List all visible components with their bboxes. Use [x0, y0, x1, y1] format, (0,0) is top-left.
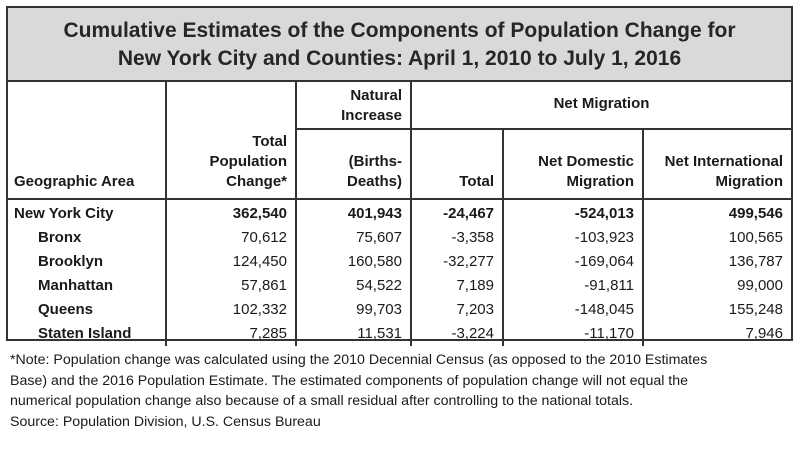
cell-net-migration-total: -3,358	[411, 226, 504, 250]
cell-net-migration-total: -32,277	[411, 250, 504, 274]
row-name: Bronx	[8, 226, 167, 250]
title-line-1: Cumulative Estimates of the Components o…	[63, 19, 736, 42]
table-notes: *Note: Population change was calculated …	[10, 350, 790, 432]
cell-natural-increase: 99,703	[296, 298, 412, 322]
cell-net-migration-total: -24,467	[411, 199, 504, 226]
header-births-deaths: (Births- Deaths)	[296, 129, 412, 200]
row-name: New York City	[8, 199, 167, 226]
cell-net-domestic: -169,064	[503, 250, 644, 274]
cell-natural-increase: 11,531	[296, 322, 412, 346]
note-line-1: *Note: Population change was calculated …	[10, 352, 708, 368]
header-net-migration: Net Migration	[411, 80, 791, 130]
cell-net-international: 499,546	[728, 205, 783, 222]
cell-net-international: 100,565	[728, 229, 783, 246]
cell-total-change: 7,285	[166, 322, 297, 346]
row-name: Brooklyn	[8, 250, 167, 274]
note-line-3: numerical population change also because…	[10, 393, 634, 409]
cell-total-change: 70,612	[166, 226, 297, 250]
title-line-2: New York City and Counties: April 1, 201…	[117, 47, 682, 70]
cell-net-migration-total: -3,224	[411, 322, 504, 346]
cell-total-change: 362,540	[166, 199, 297, 226]
cell-natural-increase: 160,580	[296, 250, 412, 274]
cell-net-international: 7,946	[745, 325, 783, 342]
cell-total-change: 57,861	[166, 274, 297, 298]
table-row: Manhattan 57,861 54,522 7,189 -91,811 99…	[8, 274, 791, 298]
table-title: Cumulative Estimates of the Components o…	[8, 8, 791, 82]
header-total-population-change: Total Population Change*	[166, 80, 297, 200]
cell-total-change: 124,450	[166, 250, 297, 274]
header-net-migration-total: Total	[411, 129, 504, 200]
cell-net-international: 155,248	[728, 301, 783, 318]
cell-natural-increase: 54,522	[296, 274, 412, 298]
table-row: Bronx 70,612 75,607 -3,358 -103,923 100,…	[8, 226, 791, 250]
row-name: Manhattan	[8, 274, 167, 298]
table-row: Staten Island 7,285 11,531 -3,224 -11,17…	[8, 322, 791, 346]
header-natural-increase: Natural Increase	[296, 80, 412, 130]
cell-net-domestic: -91,811	[503, 274, 644, 298]
cell-net-domestic: -524,013	[503, 199, 644, 226]
note-line-2: Base) and the 2016 Population Estimate. …	[10, 372, 689, 389]
cell-net-international: 99,000	[737, 277, 783, 294]
header-net-domestic-migration: Net Domestic Migration	[503, 129, 644, 200]
cell-net-international: 136,787	[728, 253, 783, 270]
cell-net-migration-total: 7,203	[411, 298, 504, 322]
cell-net-migration-total: 7,189	[411, 274, 504, 298]
cell-natural-increase: 401,943	[296, 199, 412, 226]
header-net-international-migration: Net International Migration	[643, 129, 791, 200]
row-name: Queens	[8, 298, 167, 322]
table-row: Brooklyn 124,450 160,580 -32,277 -169,06…	[8, 250, 791, 274]
table-row: New York City 362,540 401,943 -24,467 -5…	[8, 199, 791, 226]
source-line: Source: Population Division, U.S. Census…	[10, 413, 321, 430]
population-change-table: Geographic Area Total Population Change*…	[8, 80, 791, 346]
cell-natural-increase: 75,607	[296, 226, 412, 250]
population-table-frame: Cumulative Estimates of the Components o…	[6, 6, 793, 346]
header-geographic-area: Geographic Area	[8, 80, 167, 200]
table-row: Queens 102,332 99,703 7,203 -148,045 155…	[8, 298, 791, 322]
cell-net-domestic: -148,045	[503, 298, 644, 322]
cell-total-change: 102,332	[166, 298, 297, 322]
cell-net-domestic: -103,923	[503, 226, 644, 250]
row-name: Staten Island	[8, 322, 167, 346]
cell-net-domestic: -11,170	[503, 322, 644, 346]
